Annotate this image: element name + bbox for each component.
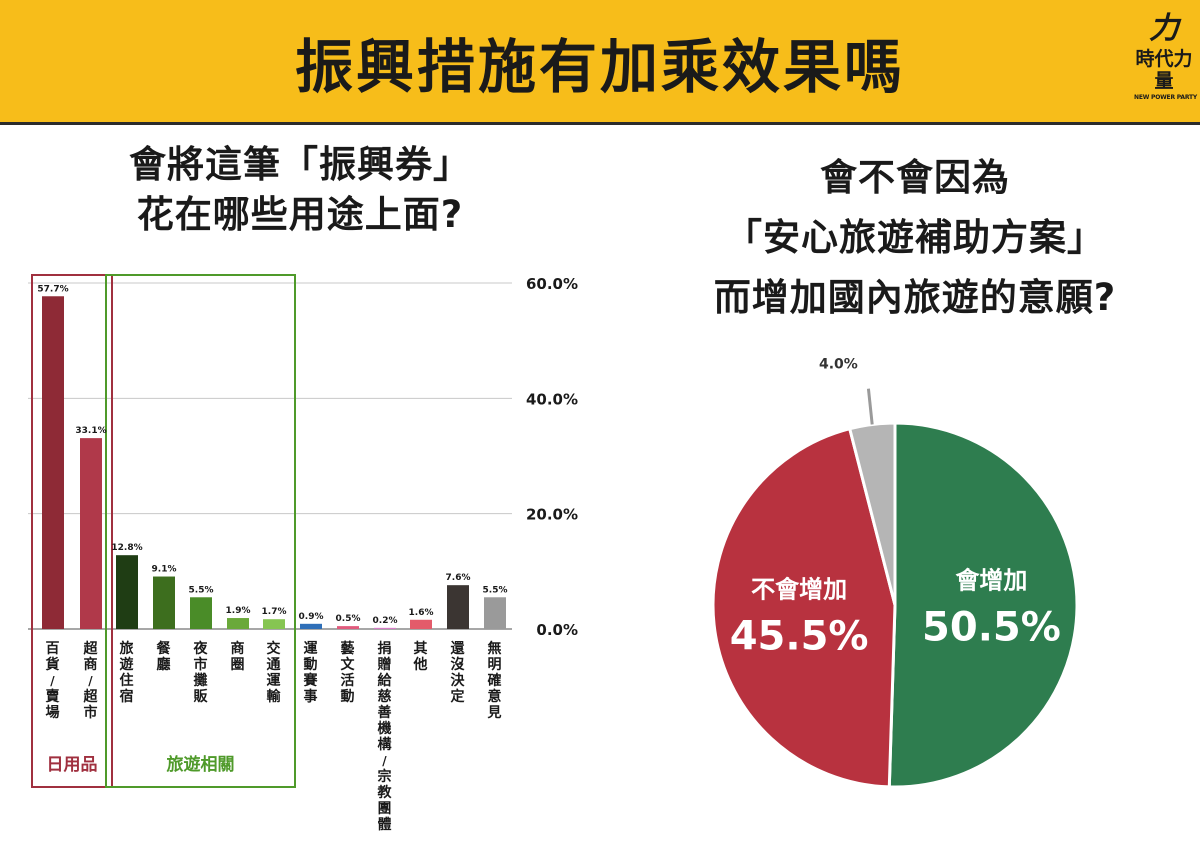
category-label-12: 無明確意見 — [487, 640, 503, 721]
logo-english: NEW POWER PARTY — [1134, 94, 1198, 101]
group-label-1: 旅遊相關 — [167, 754, 235, 775]
pie-slice-0 — [887, 421, 1079, 789]
pie-slice-2 — [847, 421, 897, 606]
pie-slice-value-2: 4.0% — [819, 357, 858, 373]
logo-name: 時代力量 — [1135, 48, 1193, 92]
pie-slice-label-1: 不會增加 — [751, 576, 847, 604]
category-label-10: 其他 — [413, 641, 429, 673]
bar-10 — [410, 619, 432, 629]
y-tick-label: 60.0% — [526, 275, 578, 293]
group-box-1 — [105, 274, 296, 788]
bar-value-label-10: 1.6% — [409, 608, 434, 618]
category-label-4: 夜市攤販 — [193, 640, 209, 705]
category-label-1: 超商/超市 — [83, 640, 99, 721]
category-label-11: 還沒決定 — [451, 640, 466, 705]
bar-value-label-6: 1.7% — [262, 607, 287, 617]
bar-value-label-7: 0.9% — [299, 612, 324, 622]
pie-slice-label-0: 會增加 — [955, 567, 1027, 595]
y-tick-label: 20.0% — [526, 506, 578, 524]
category-label-5: 商圈 — [231, 640, 246, 673]
pie-question-line-1: 會不會因為 — [820, 156, 1010, 199]
group-box-0 — [31, 274, 113, 788]
bar-7 — [300, 623, 322, 629]
category-label-6: 交通運輸 — [267, 640, 282, 705]
page-title: 振興措施有加乘效果嗎 — [294, 33, 905, 101]
category-label-9: 捐贈給慈善機構/宗教團體 — [378, 640, 393, 833]
pie-question-line-2: 「安心旅遊補助方案」 — [725, 216, 1105, 259]
pie-slice-value-0: 50.5% — [922, 605, 1061, 651]
bar-3 — [153, 576, 175, 629]
bar-value-label-0: 57.7% — [37, 284, 68, 294]
y-tick-label: 40.0% — [526, 390, 578, 408]
pie-slice-1 — [711, 426, 897, 789]
bar-9 — [374, 627, 396, 629]
bar-value-label-5: 1.9% — [226, 606, 251, 616]
bar-chart-question: 會將這筆「振興券」 花在哪些用途上面? — [20, 140, 580, 240]
logo-glyph: 力 — [1149, 11, 1179, 46]
bar-1 — [80, 438, 102, 629]
bar-question-line-2: 花在哪些用途上面? — [136, 193, 464, 236]
pie-leader-line-2 — [866, 388, 874, 425]
bar-2 — [116, 555, 138, 629]
bar-8 — [337, 626, 359, 629]
bar-value-label-11: 7.6% — [446, 573, 471, 583]
y-tick-label: 0.0% — [536, 621, 578, 639]
header-banner: 振興措施有加乘效果嗎 力 時代力量 NEW POWER PARTY — [0, 0, 1200, 125]
category-label-3: 餐廳 — [156, 640, 172, 673]
bar-6 — [263, 619, 285, 629]
group-label-0: 日用品 — [47, 755, 98, 775]
pie-slice-value-1: 45.5% — [730, 614, 869, 660]
party-logo: 力 時代力量 NEW POWER PARTY — [1134, 10, 1198, 114]
bar-value-label-4: 5.5% — [189, 585, 214, 595]
pie-chart-question: 會不會因為 「安心旅遊補助方案」 而增加國內旅遊的意願? — [620, 148, 1200, 328]
bar-11 — [447, 585, 469, 629]
bar-12 — [484, 597, 506, 629]
bar-value-label-2: 12.8% — [111, 543, 142, 553]
bar-value-label-3: 9.1% — [152, 565, 177, 575]
bar-value-label-12: 5.5% — [483, 585, 508, 595]
bar-value-label-8: 0.5% — [336, 614, 361, 624]
bar-question-line-1: 會將這筆「振興券」 — [129, 143, 471, 186]
bar-value-label-9: 0.2% — [373, 616, 398, 626]
pie-question-line-3: 而增加國內旅遊的意願? — [713, 276, 1117, 319]
category-label-0: 百貨/賣場 — [45, 641, 61, 721]
category-label-7: 運動賽事 — [303, 641, 319, 705]
bar-0 — [42, 296, 64, 629]
category-label-2: 旅遊住宿 — [120, 640, 135, 705]
bar-5 — [227, 618, 249, 629]
bar-value-label-1: 33.1% — [75, 426, 106, 436]
spending-bar-chart: 0.0% 20.0% 40.0% 60.0% 日用品 旅遊相關 57.7% 百貨/賣場 33.1… — [28, 274, 578, 833]
bar-4 — [190, 597, 212, 629]
category-label-8: 藝文活動 — [341, 640, 356, 705]
